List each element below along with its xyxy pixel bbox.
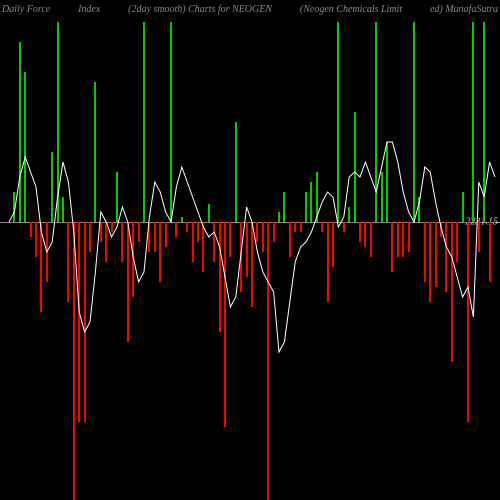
- line-overlay: [0, 20, 500, 500]
- title-part-4: (Neogen Chemicals Limit: [300, 4, 402, 15]
- chart-area: 2231.15: [0, 20, 500, 500]
- chart-title: Daily Force Index (2day smooth) Charts f…: [0, 4, 500, 15]
- chart-container: Daily Force Index (2day smooth) Charts f…: [0, 0, 500, 500]
- title-part-1: Daily Force: [2, 4, 50, 15]
- title-part-2: Index: [78, 4, 100, 15]
- smoothed-line: [9, 142, 495, 352]
- title-part-5: ed) MunafaSutra: [430, 4, 498, 15]
- title-part-3: (2day smooth) Charts for NEOGEN: [128, 4, 272, 15]
